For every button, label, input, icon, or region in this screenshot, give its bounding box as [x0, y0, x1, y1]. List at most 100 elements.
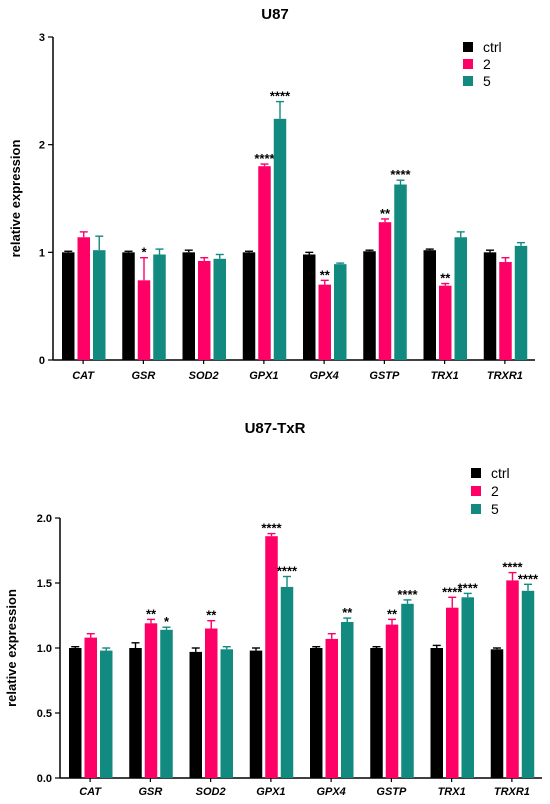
bar-5 — [514, 245, 528, 360]
significance-label: ** — [146, 606, 157, 621]
y-axis-label: relative expression — [4, 589, 19, 707]
bar-5 — [334, 264, 347, 360]
bar-2 — [506, 580, 519, 778]
significance-label: **** — [518, 571, 539, 586]
bar-ctrl — [189, 651, 202, 778]
legend-label: 5 — [491, 501, 499, 517]
bar-ctrl — [129, 648, 142, 778]
category-label: SOD2 — [189, 370, 219, 382]
bar-5 — [454, 237, 467, 360]
bar-ctrl — [182, 252, 195, 360]
category-label: TRX1 — [438, 786, 466, 798]
significance-label: **** — [397, 587, 418, 602]
legend-label: 5 — [483, 73, 491, 89]
significance-label: ** — [320, 267, 331, 282]
significance-label: **** — [270, 89, 291, 104]
legend-swatch-ctrl — [471, 468, 481, 478]
bar-ctrl — [69, 648, 82, 778]
bar-2 — [77, 237, 90, 360]
bar-5 — [273, 118, 287, 361]
bar-ctrl — [242, 252, 256, 360]
bar-5 — [153, 254, 166, 360]
bar-2 — [144, 623, 158, 778]
category-label: GPX1 — [256, 786, 285, 798]
category-label: TRXR1 — [494, 786, 530, 798]
significance-label: **** — [277, 564, 298, 579]
y-tick-label: 1.0 — [37, 643, 52, 655]
significance-label: ** — [387, 606, 398, 621]
bar-5 — [220, 649, 233, 778]
bar-5 — [521, 590, 535, 778]
significance-label: **** — [390, 167, 411, 182]
bar-5 — [213, 258, 226, 360]
significance-label: ** — [342, 605, 353, 620]
bar-ctrl — [430, 648, 443, 778]
bar-ctrl — [310, 648, 323, 778]
bar-2 — [205, 628, 218, 778]
bar-ctrl — [303, 254, 316, 360]
bar-2 — [265, 536, 278, 778]
bar-2 — [258, 166, 271, 360]
category-label: GSTP — [376, 786, 407, 798]
significance-label: **** — [261, 521, 282, 536]
bar-ctrl — [249, 650, 263, 778]
bar-5 — [341, 622, 354, 778]
bar-2 — [378, 222, 392, 360]
significance-label: **** — [442, 584, 463, 599]
y-tick-label: 1 — [39, 247, 45, 259]
bar-2 — [84, 637, 97, 778]
bar-2 — [385, 624, 399, 778]
bar-5 — [160, 629, 173, 778]
y-tick-label: 2.0 — [37, 513, 52, 525]
chart-panel-1: U87 relative expression 0 1 2 3 CAT GSR * SOD2 GPX… — [8, 6, 535, 382]
legend-swatch-2 — [471, 486, 481, 496]
y-tick-label: 0.0 — [37, 773, 52, 785]
bar-5 — [461, 597, 474, 778]
category-label: TRX1 — [431, 370, 459, 382]
legend-label: ctrl — [483, 39, 502, 55]
y-axis-label: relative expression — [8, 140, 23, 258]
bar-ctrl — [490, 649, 504, 778]
legend-label: 2 — [491, 483, 499, 499]
legend-label: ctrl — [491, 465, 510, 481]
category-label: GSR — [138, 786, 162, 798]
significance-label: **** — [254, 151, 275, 166]
category-label: GPX4 — [316, 786, 345, 798]
bar-5 — [93, 250, 106, 360]
bar-ctrl — [370, 648, 383, 778]
category-label: GSR — [131, 370, 155, 382]
bar-5 — [394, 184, 407, 360]
y-tick-label: 0.5 — [37, 708, 52, 720]
bar-ctrl — [363, 251, 376, 360]
bar-ctrl — [62, 252, 75, 360]
bar-2 — [499, 262, 512, 360]
bar-5 — [280, 586, 294, 778]
category-label: GPX4 — [309, 370, 338, 382]
bar-2 — [198, 260, 211, 360]
significance-label: ** — [440, 271, 451, 286]
category-label: GPX1 — [249, 370, 278, 382]
significance-label: **** — [502, 560, 523, 575]
significance-label: * — [141, 245, 147, 260]
category-label: GSTP — [369, 370, 400, 382]
significance-label: ** — [206, 608, 217, 623]
legend-swatch-5 — [471, 504, 481, 514]
y-tick-label: 0 — [39, 355, 45, 367]
category-label: CAT — [72, 370, 95, 382]
bar-2 — [318, 284, 331, 360]
bar-2 — [325, 638, 338, 778]
y-tick-label: 2 — [39, 140, 45, 152]
bar-2 — [446, 607, 459, 778]
category-label: SOD2 — [196, 786, 226, 798]
chart-panel-2: U87-TxR relative expression 0.0 0.5 1.0 1.5 2.… — [4, 420, 542, 798]
significance-label: **** — [458, 580, 479, 595]
legend-label: 2 — [483, 56, 491, 72]
category-label: CAT — [79, 786, 102, 798]
bar-2 — [137, 280, 151, 360]
category-label: TRXR1 — [487, 370, 523, 382]
bar-2 — [439, 285, 452, 360]
chart-title: U87-TxR — [245, 420, 306, 437]
bar-ctrl — [122, 252, 135, 360]
chart-title: U87 — [261, 6, 289, 23]
